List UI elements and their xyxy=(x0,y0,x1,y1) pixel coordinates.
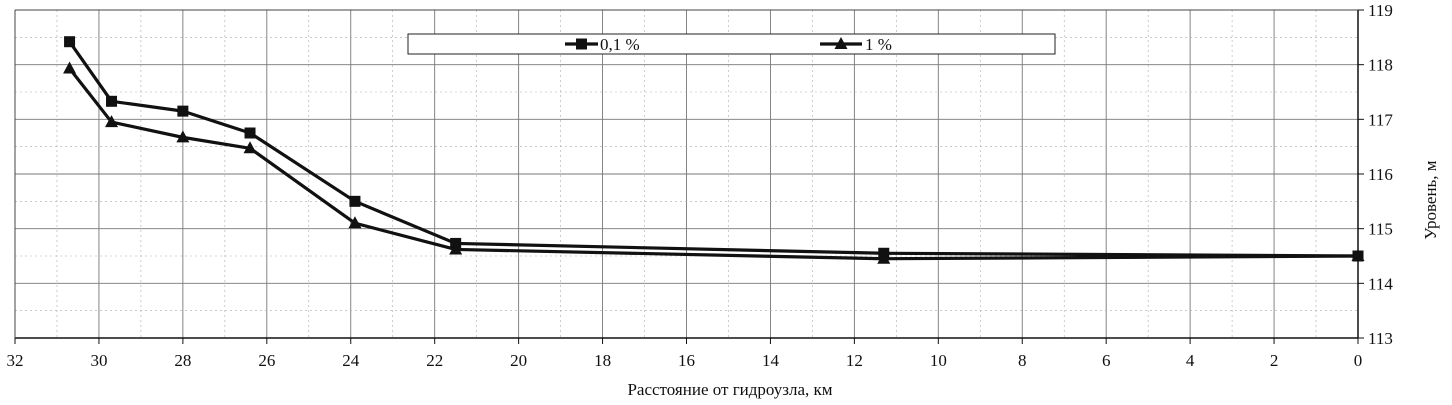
data-point-triangle xyxy=(348,216,362,229)
series-1 xyxy=(63,61,1365,264)
y-tick-label: 115 xyxy=(1368,220,1393,239)
x-tick-label: 2 xyxy=(1270,351,1279,370)
legend-box xyxy=(407,33,1056,55)
x-tick-label: 0 xyxy=(1354,351,1363,370)
y-tick-labels: 113 114 115 116 117 118 119 xyxy=(1358,1,1393,348)
y-tick-label: 114 xyxy=(1368,274,1393,293)
x-tick-label: 32 xyxy=(7,351,24,370)
legend: 0,1 % 1 % xyxy=(407,33,1056,55)
series-layer xyxy=(63,36,1365,264)
x-tick-label: 28 xyxy=(174,351,191,370)
x-tick-label: 20 xyxy=(510,351,527,370)
data-point-triangle xyxy=(176,130,190,143)
x-tick-label: 14 xyxy=(762,351,780,370)
x-tick-label: 22 xyxy=(426,351,443,370)
legend-label-0: 0,1 % xyxy=(600,35,640,54)
data-point-triangle xyxy=(877,251,891,264)
y-tick-label: 117 xyxy=(1368,110,1393,129)
y-tick-label: 113 xyxy=(1368,329,1393,348)
x-tick-label: 12 xyxy=(846,351,863,370)
x-tick-label: 6 xyxy=(1102,351,1111,370)
x-tick-label: 8 xyxy=(1018,351,1027,370)
x-tick-label: 26 xyxy=(258,351,275,370)
data-point-square xyxy=(349,195,361,207)
x-tick-label: 4 xyxy=(1186,351,1195,370)
legend-marker-1 xyxy=(834,37,848,49)
x-tick-label: 24 xyxy=(342,351,360,370)
series-line-1 xyxy=(68,67,1359,261)
data-point-square xyxy=(64,36,76,48)
y-tick-label: 119 xyxy=(1368,1,1393,20)
x-axis-title: Расстояние от гидроузла, км xyxy=(627,380,832,399)
y-tick-label: 116 xyxy=(1368,165,1393,184)
data-point-square xyxy=(177,105,189,117)
data-point-triangle xyxy=(243,141,257,154)
data-point-triangle xyxy=(1351,249,1365,261)
series-0 xyxy=(64,36,1364,262)
data-point-square xyxy=(106,95,118,107)
data-point-square xyxy=(244,127,256,139)
x-tick-labels: 32 30 28 26 24 22 20 18 16 14 12 10 8 6 4 2 0 xyxy=(7,338,1363,370)
x-tick-label: 16 xyxy=(678,351,695,370)
x-tick-label: 10 xyxy=(930,351,947,370)
series-line-0 xyxy=(68,40,1359,258)
y-tick-label: 118 xyxy=(1368,56,1393,75)
legend-label-1: 1 % xyxy=(865,35,892,54)
grid xyxy=(14,9,1359,339)
legend-marker-0 xyxy=(576,38,587,50)
x-tick-label: 18 xyxy=(594,351,611,370)
data-point-triangle xyxy=(105,115,119,128)
data-point-triangle xyxy=(63,61,77,74)
y-axis-title: Уровень, м xyxy=(1421,160,1440,239)
x-tick-label: 30 xyxy=(90,351,107,370)
data-point-triangle xyxy=(449,242,463,255)
